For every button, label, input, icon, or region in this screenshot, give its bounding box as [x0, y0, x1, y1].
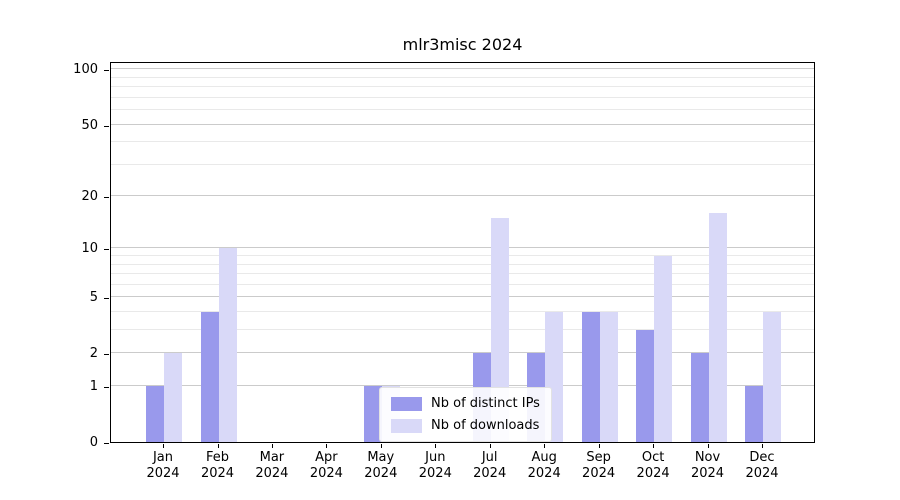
gridline-1	[111, 385, 814, 386]
x-tick-label-oct-2024: Oct 2024	[636, 450, 670, 481]
x-tick-label-sep-2024: Sep 2024	[582, 450, 616, 481]
gridline-6	[111, 283, 814, 285]
chart-title: mlr3misc 2024	[402, 35, 523, 54]
y-tick-label-100: 100	[73, 62, 98, 78]
legend-item-distinct-ips: Nb of distinct IPs	[391, 396, 540, 411]
y-tick-label-50: 50	[81, 117, 98, 133]
x-tick-mark-nov-2024	[707, 444, 709, 448]
gridline-50	[111, 123, 814, 125]
bar-downloads-jul	[490, 218, 509, 442]
legend-swatch-distinct-ips	[391, 396, 422, 411]
x-tick-label-may-2024: May 2024	[364, 450, 398, 481]
x-tick-label-jul-2024: Jul 2024	[473, 450, 507, 481]
gridline-9	[111, 255, 814, 257]
x-tick-label-feb-2024: Feb 2024	[200, 450, 235, 481]
x-tick-mark-aug-2024	[544, 444, 546, 448]
y-tick-label-20: 20	[81, 189, 98, 205]
x-tick-label-aug-2024: Aug 2024	[527, 450, 561, 481]
gridline-20	[111, 195, 814, 197]
bars-layer	[111, 63, 814, 442]
y-tick-label-5: 5	[89, 290, 98, 306]
x-tick-mark-may-2024	[380, 444, 382, 448]
x-tick-label-jun-2024: Jun 2024	[418, 450, 452, 481]
y-tick-mark-1	[104, 387, 109, 388]
gridline-7	[111, 273, 814, 275]
y-tick-mark-20	[104, 197, 109, 199]
x-tick-mark-apr-2024	[326, 444, 328, 448]
x-tick-mark-dec-2024	[762, 444, 763, 448]
x-tick-mark-jul-2024	[489, 444, 491, 448]
y-tick-mark-100	[104, 70, 109, 72]
x-tick-mark-jun-2024	[435, 444, 437, 448]
gridline-10	[111, 247, 814, 249]
x-tick-mark-jan-2024	[163, 444, 164, 448]
x-tick-label-mar-2024: Mar 2024	[255, 450, 289, 481]
x-tick-mark-sep-2024	[598, 444, 600, 448]
bar-downloads-dec	[763, 312, 781, 442]
legend: Nb of distinct IPs Nb of downloads	[379, 387, 552, 442]
x-tick-label-jan-2024: Jan 2024	[146, 450, 180, 481]
bar-distinct-ips-jan	[146, 386, 164, 442]
bar-distinct-ips-nov	[690, 353, 709, 442]
gridline-8	[111, 263, 814, 265]
bar-downloads-jan	[164, 353, 182, 442]
x-tick-mark-oct-2024	[653, 444, 655, 448]
gridlines-layer	[111, 63, 814, 442]
gridline-2	[111, 352, 814, 354]
bar-downloads-oct	[654, 256, 673, 442]
y-tick-label-1: 1	[89, 379, 98, 394]
bar-distinct-ips-feb	[200, 312, 219, 442]
gridline-90	[111, 76, 814, 78]
x-tick-label-apr-2024: Apr 2024	[309, 450, 343, 481]
bar-downloads-feb	[218, 248, 237, 442]
gridline-4	[111, 311, 814, 312]
gridline-80	[111, 86, 814, 88]
bar-downloads-sep	[599, 312, 618, 442]
y-tick-label-2: 2	[89, 346, 98, 362]
gridline-70	[111, 96, 814, 98]
gridline-100	[111, 68, 814, 70]
y-tick-mark-2	[104, 354, 109, 356]
gridline-3	[111, 329, 814, 331]
gridline-30	[111, 163, 814, 165]
x-tick-mark-feb-2024	[217, 444, 219, 448]
bar-downloads-nov	[708, 213, 727, 442]
gridline-5	[111, 296, 814, 298]
bar-distinct-ips-sep	[581, 312, 600, 442]
y-tick-mark-50	[104, 125, 109, 127]
y-tick-label-10: 10	[81, 241, 98, 257]
y-tick-mark-0	[104, 443, 109, 444]
y-tick-mark-5	[104, 298, 109, 300]
legend-item-downloads: Nb of downloads	[391, 418, 540, 433]
bar-distinct-ips-dec	[745, 386, 763, 442]
bar-distinct-ips-may	[363, 386, 382, 442]
legend-label-downloads: Nb of downloads	[431, 418, 540, 433]
x-tick-label-nov-2024: Nov 2024	[690, 450, 725, 481]
plot-area: Nb of distinct IPs Nb of downloads	[110, 62, 815, 443]
x-tick-label-dec-2024: Dec 2024	[745, 450, 779, 481]
gridline-40	[111, 141, 814, 143]
legend-label-distinct-ips: Nb of distinct IPs	[431, 396, 540, 411]
gridline-60	[111, 109, 814, 111]
y-tick-mark-10	[104, 249, 109, 251]
legend-swatch-downloads	[391, 418, 422, 433]
x-tick-mark-mar-2024	[271, 444, 273, 448]
bar-distinct-ips-oct	[636, 330, 655, 442]
y-tick-label-0: 0	[89, 435, 98, 450]
